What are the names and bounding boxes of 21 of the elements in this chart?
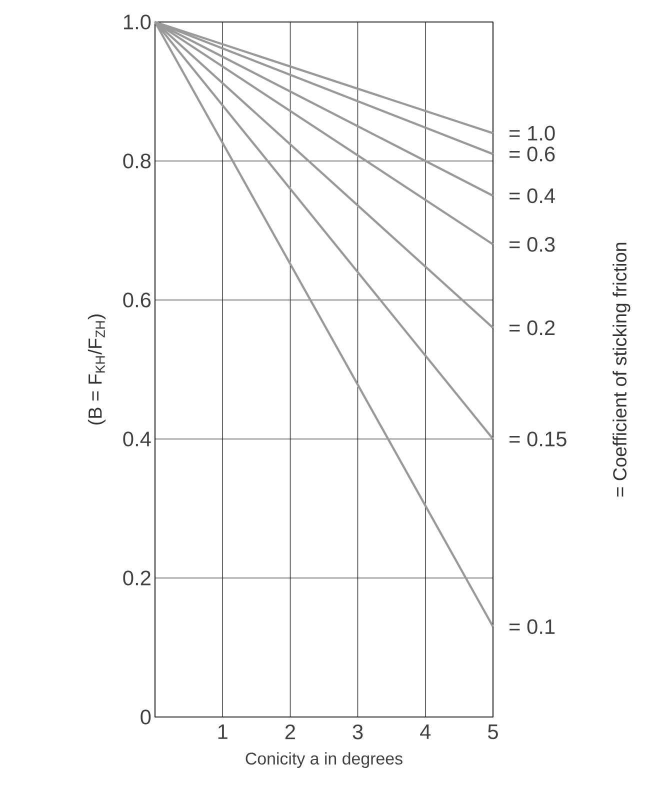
y-tick-label: 0.8 xyxy=(123,154,151,168)
series-label: = 0.15 xyxy=(510,432,566,446)
y-tick-label: 0.2 xyxy=(123,570,150,586)
x-tick-label: 2 xyxy=(285,724,295,740)
series-label: = 0.1 xyxy=(510,619,555,634)
y-axis-title: (B = F$_{KH}$/F$_{ZH}$) xyxy=(88,314,106,424)
series-label: = 0.3 xyxy=(510,236,555,252)
text: = Coefficient of sticking friction xyxy=(612,242,630,496)
y-tick-label: 0 xyxy=(140,710,151,724)
y-tick-label: 0.4 xyxy=(123,432,151,446)
y-tick-label: 1.0 xyxy=(124,14,151,30)
x-tick-label: 4 xyxy=(420,724,431,739)
series-label: = 0.6 xyxy=(510,146,555,162)
x-axis-title: Conicity a in degrees xyxy=(246,752,402,768)
x-tick-label: 3 xyxy=(352,724,363,740)
series-label: = 1.0 xyxy=(510,126,555,141)
y-tick-label: 0.6 xyxy=(123,292,151,308)
series-label: = 0.4 xyxy=(510,188,555,204)
series-label: = 0.2 xyxy=(510,320,555,336)
x-tick-label: 5 xyxy=(488,724,498,740)
x-tick-label: 1 xyxy=(218,724,228,739)
